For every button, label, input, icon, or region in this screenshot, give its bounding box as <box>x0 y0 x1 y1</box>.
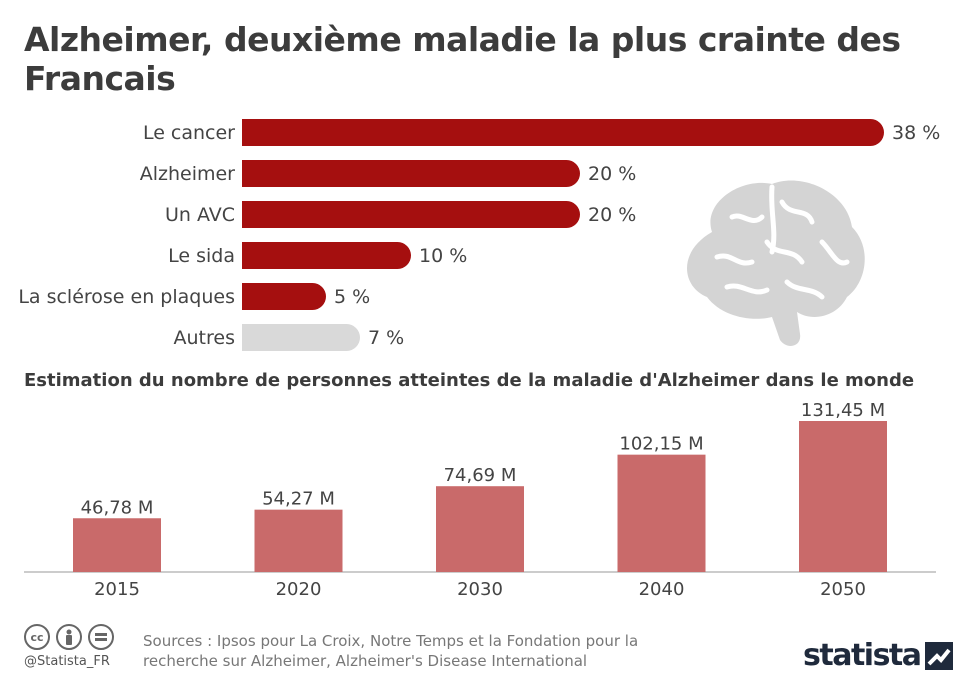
hbar-category-label: Autres <box>173 327 235 349</box>
brain-icon <box>687 180 865 346</box>
hbar-row: Le sida 10 % <box>0 242 960 270</box>
vbar <box>799 421 887 572</box>
cc-icon[interactable]: cc <box>24 624 50 650</box>
vbar-value-label: 102,15 M <box>619 434 703 455</box>
hbar-value-label: 7 % <box>368 327 405 349</box>
vbar-value-label: 46,78 M <box>81 497 154 518</box>
x-tick-label: 2030 <box>457 579 503 600</box>
chart-subtitle: Estimation du nombre de personnes attein… <box>24 370 915 391</box>
vbar-value-label: 74,69 M <box>444 465 517 486</box>
x-tick-label: 2020 <box>276 579 322 600</box>
chart-title: Alzheimer, deuxième maladie la plus crai… <box>24 20 901 98</box>
equals-icon[interactable] <box>88 624 114 650</box>
hbar <box>242 201 580 228</box>
social-handle[interactable]: @Statista_FR <box>24 654 110 669</box>
x-tick-label: 2040 <box>639 579 685 600</box>
vbar <box>254 509 343 572</box>
vbar-value-label: 131,45 M <box>801 400 885 421</box>
hbar-value-label: 20 % <box>588 204 637 226</box>
sources-text: Sources : Ipsos pour La Croix, Notre Tem… <box>143 632 639 670</box>
hbar-value-label: 20 % <box>588 163 637 185</box>
vbar <box>617 454 706 572</box>
hbar-row: Un AVC 20 % <box>0 201 960 229</box>
vbar <box>436 486 524 572</box>
hbar <box>242 119 884 146</box>
hbar-category-label: Un AVC <box>164 204 235 226</box>
hbar-category-label: Alzheimer <box>139 163 235 185</box>
x-tick-label: 2015 <box>94 579 140 600</box>
hbar-row: Alzheimer 20 % <box>0 160 960 188</box>
logo-mark-icon <box>924 641 953 670</box>
hbar <box>242 160 580 187</box>
hbar-row: La sclérose en plaques 5 % <box>0 283 960 311</box>
logo-text: statista <box>803 638 922 673</box>
vbar-value-label: 54,27 M <box>262 489 335 510</box>
hbar-category-label: La sclérose en plaques <box>18 286 235 308</box>
hbar-row: Autres 7 % <box>0 324 960 352</box>
hbar <box>242 283 326 310</box>
vertical-bar-chart: 46,78 M 2015 54,27 M 2020 74,69 M 2030 102,15 … <box>24 400 936 600</box>
statista-logo[interactable]: statista <box>803 638 953 673</box>
x-tick-label: 2050 <box>820 579 866 600</box>
hbar-category-label: Le sida <box>168 245 235 267</box>
hbar <box>242 324 360 351</box>
hbar-value-label: 38 % <box>892 122 941 144</box>
license-icons: cc <box>24 624 114 650</box>
hbar-value-label: 10 % <box>419 245 468 267</box>
hbar-row: Le cancer 38 % <box>0 119 960 147</box>
hbar <box>242 242 411 269</box>
hbar-category-label: Le cancer <box>142 122 235 144</box>
person-icon[interactable] <box>56 624 82 650</box>
hbar-value-label: 5 % <box>334 286 371 308</box>
vbar <box>73 518 161 572</box>
